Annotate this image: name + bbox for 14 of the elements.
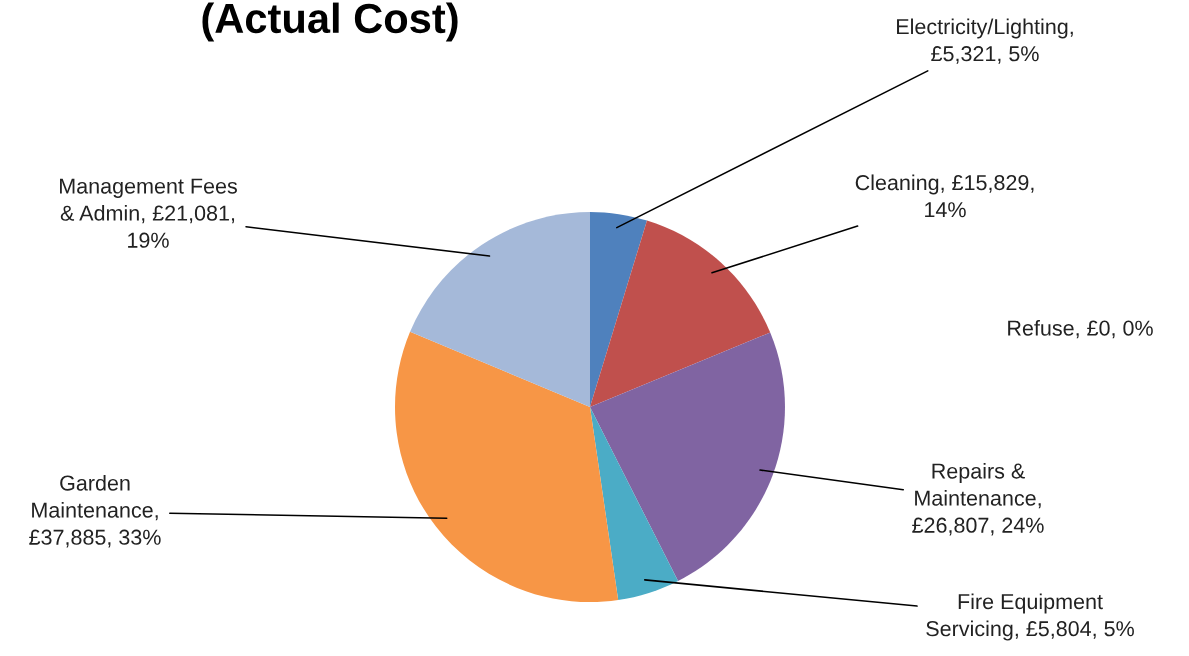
slice-label: Electricity/Lighting, £5,321, 5% — [897, 18, 1073, 64]
pie-slice — [590, 220, 771, 407]
pie-slice — [590, 212, 647, 407]
chart-title: (Actual Cost) — [202, 2, 458, 42]
pie-slice — [410, 212, 590, 407]
slice-label: Cleaning, £15,829, 14% — [855, 174, 1034, 218]
pie-slice — [590, 407, 679, 600]
category-label: Refuse, £0, 0% — [1008, 319, 1153, 339]
pie-slice — [395, 331, 619, 602]
slice-label: Management Fees & Admin, £21,081, 19% — [60, 178, 237, 248]
pie-slice — [590, 332, 785, 581]
slice-label: Repairs & Maintenance, £26,807, 24% — [912, 462, 1044, 536]
slice-label: Fire Equipment Servicing, £5,804, 5% — [926, 593, 1134, 641]
slice-label: Garden Maintenance, £37,885, 33% — [29, 474, 161, 548]
